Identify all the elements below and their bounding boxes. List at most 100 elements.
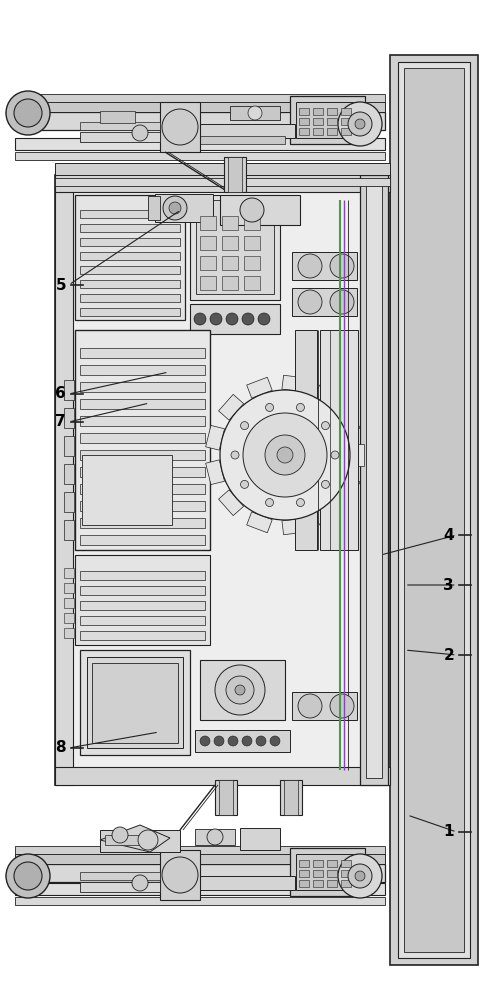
Bar	[80, 132, 160, 142]
Bar	[80, 882, 160, 892]
Polygon shape	[313, 384, 339, 408]
Circle shape	[355, 871, 365, 881]
Bar	[299, 880, 309, 887]
Bar	[64, 492, 74, 512]
Circle shape	[226, 676, 254, 704]
Bar	[296, 102, 359, 138]
Bar	[100, 830, 180, 852]
Bar	[222, 216, 238, 230]
Bar	[313, 108, 323, 115]
Circle shape	[338, 854, 382, 898]
Circle shape	[215, 665, 265, 715]
Polygon shape	[282, 518, 306, 535]
Bar	[290, 96, 365, 144]
Bar	[64, 520, 74, 540]
Bar	[299, 118, 309, 125]
Bar	[15, 864, 385, 882]
Circle shape	[298, 290, 322, 314]
Bar	[80, 308, 180, 316]
Text: 8: 8	[55, 740, 66, 756]
Bar	[360, 175, 388, 785]
Circle shape	[162, 109, 198, 145]
Polygon shape	[6, 858, 28, 894]
Bar	[327, 870, 337, 877]
Bar	[148, 196, 160, 220]
Bar	[80, 266, 180, 274]
Text: 7: 7	[55, 414, 66, 430]
Circle shape	[200, 736, 210, 746]
Bar	[222, 276, 238, 290]
Circle shape	[243, 413, 327, 497]
Bar	[15, 854, 385, 864]
Bar	[64, 613, 74, 623]
Bar	[299, 860, 309, 867]
Bar	[64, 380, 74, 400]
Bar	[244, 276, 260, 290]
Bar	[64, 628, 74, 638]
Bar	[244, 236, 260, 250]
Circle shape	[162, 857, 198, 893]
Bar	[80, 294, 180, 302]
Bar	[80, 484, 205, 494]
Circle shape	[6, 91, 50, 135]
Bar	[64, 583, 74, 593]
Polygon shape	[247, 377, 272, 398]
Circle shape	[132, 875, 148, 891]
Bar	[80, 348, 205, 358]
Text: 5: 5	[55, 277, 66, 292]
Bar	[15, 102, 385, 112]
Circle shape	[266, 499, 274, 507]
Bar	[292, 252, 357, 280]
Bar	[215, 780, 237, 815]
Polygon shape	[218, 490, 243, 516]
Bar	[80, 586, 205, 595]
Circle shape	[330, 290, 354, 314]
Circle shape	[235, 685, 245, 695]
Bar	[80, 210, 180, 218]
Circle shape	[241, 480, 249, 488]
Bar	[100, 111, 135, 123]
Bar	[80, 433, 205, 443]
Circle shape	[226, 313, 238, 325]
Polygon shape	[247, 512, 272, 533]
Bar	[341, 870, 351, 877]
Bar	[15, 883, 385, 895]
Bar	[327, 880, 337, 887]
Circle shape	[6, 854, 50, 898]
Bar	[222, 256, 238, 270]
Bar	[15, 897, 385, 905]
Bar	[82, 455, 172, 525]
Bar	[320, 330, 358, 550]
Bar	[80, 122, 160, 130]
Bar	[284, 780, 298, 815]
Text: 3: 3	[443, 578, 454, 592]
Bar	[105, 835, 140, 845]
Bar	[313, 860, 323, 867]
Bar	[222, 197, 298, 223]
Bar	[228, 157, 242, 192]
Circle shape	[330, 694, 354, 718]
Bar	[80, 365, 205, 375]
Bar	[15, 846, 385, 854]
Bar	[341, 108, 351, 115]
Circle shape	[241, 422, 249, 430]
Circle shape	[242, 313, 254, 325]
Bar	[64, 464, 74, 484]
Bar	[195, 829, 235, 845]
Bar	[80, 650, 190, 755]
Circle shape	[210, 313, 222, 325]
Bar	[190, 195, 280, 300]
Circle shape	[338, 102, 382, 146]
Bar	[341, 860, 351, 867]
Bar	[196, 200, 274, 294]
Bar	[80, 399, 205, 409]
Bar	[80, 601, 205, 610]
Bar	[64, 568, 74, 578]
Circle shape	[330, 254, 354, 278]
Circle shape	[277, 447, 293, 463]
Circle shape	[220, 390, 350, 520]
Bar	[155, 194, 213, 222]
Circle shape	[298, 254, 322, 278]
Polygon shape	[218, 394, 243, 420]
Circle shape	[207, 829, 223, 845]
